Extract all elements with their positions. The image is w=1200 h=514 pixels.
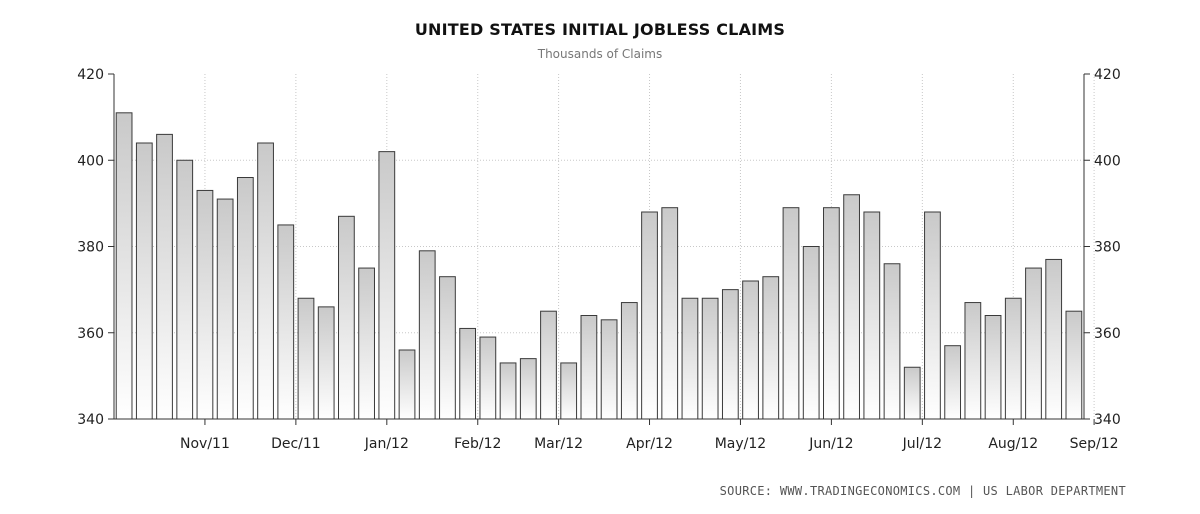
- x-tick-label: Mar/12: [534, 436, 583, 452]
- bar: [802, 246, 820, 420]
- bar: [924, 211, 941, 420]
- bar: [196, 189, 214, 420]
- x-tick-label: Jun/12: [808, 436, 853, 452]
- y-tick-label-left: 380: [77, 240, 104, 256]
- tick-labels: 340 340 360 360 380 380 400 400 420 420 Nov/11 Dec/…: [77, 67, 1120, 452]
- bar: [560, 362, 578, 420]
- bar: [1065, 310, 1083, 420]
- bar: [641, 211, 658, 420]
- bar: [863, 211, 881, 420]
- x-tick-label: Jul/12: [902, 436, 942, 452]
- x-tick-label: Aug/12: [988, 436, 1038, 452]
- bar: [762, 276, 780, 420]
- chart-subtitle: Thousands of Claims: [537, 47, 663, 61]
- source-note: SOURCE: WWW.TRADINGECONOMICS.COM | US LA…: [719, 484, 1126, 498]
- bar: [1045, 258, 1063, 420]
- bar: [964, 302, 982, 420]
- bar: [277, 224, 295, 420]
- chart-title: UNITED STATES INITIAL JOBLESS CLAIMS: [414, 20, 786, 39]
- bar: [600, 319, 618, 420]
- x-tick-label: Sep/12: [1070, 436, 1119, 452]
- bar: [1004, 297, 1022, 420]
- bar: [984, 315, 1002, 420]
- bar: [135, 142, 153, 420]
- bar: [519, 358, 537, 420]
- bar: [338, 215, 355, 420]
- bar: [398, 349, 416, 420]
- bars: [115, 112, 1083, 420]
- bar: [883, 263, 901, 420]
- bar: [317, 306, 335, 420]
- y-tick-label-right: 360: [1094, 326, 1121, 342]
- bar: [701, 297, 719, 420]
- bar: [418, 250, 436, 420]
- y-tick-label-left: 360: [77, 326, 104, 342]
- x-tick-label: Feb/12: [454, 436, 501, 452]
- bar: [297, 297, 315, 420]
- y-tick-label-left: 400: [77, 153, 104, 169]
- bar: [479, 336, 497, 420]
- x-tick-label: Nov/11: [180, 436, 230, 452]
- y-tick-label-left: 340: [77, 412, 104, 428]
- x-tick-label: Apr/12: [626, 436, 673, 452]
- bar: [681, 297, 699, 420]
- bar: [620, 302, 638, 420]
- bar: [236, 177, 254, 420]
- bar: [257, 142, 274, 420]
- bar: [358, 267, 375, 420]
- x-tick-label: Dec/11: [271, 436, 321, 452]
- grid-lines: [114, 74, 1095, 419]
- bar: [499, 362, 517, 420]
- axes: [108, 73, 1095, 425]
- bar: [216, 198, 234, 420]
- bar: [156, 133, 173, 420]
- bar: [439, 276, 456, 420]
- bar: [661, 207, 679, 420]
- bar: [823, 207, 840, 420]
- bar: [903, 366, 921, 420]
- y-tick-label-right: 340: [1094, 412, 1121, 428]
- y-tick-label-right: 400: [1094, 153, 1121, 169]
- bar: [540, 310, 557, 420]
- bar: [580, 315, 598, 420]
- bar: [176, 159, 194, 420]
- x-tick-label: Jan/12: [364, 436, 409, 452]
- y-tick-label-left: 420: [77, 67, 104, 83]
- bar: [721, 289, 739, 420]
- bar: [378, 151, 396, 420]
- y-tick-label-right: 380: [1094, 240, 1121, 256]
- bar: [459, 327, 477, 420]
- x-tick-label: May/12: [715, 436, 766, 452]
- bar: [115, 112, 133, 420]
- bar: [944, 345, 962, 420]
- bar: [742, 280, 759, 420]
- bar: [782, 207, 800, 420]
- y-tick-label-right: 420: [1094, 67, 1121, 83]
- bar: [1025, 267, 1042, 420]
- bar: [843, 194, 860, 420]
